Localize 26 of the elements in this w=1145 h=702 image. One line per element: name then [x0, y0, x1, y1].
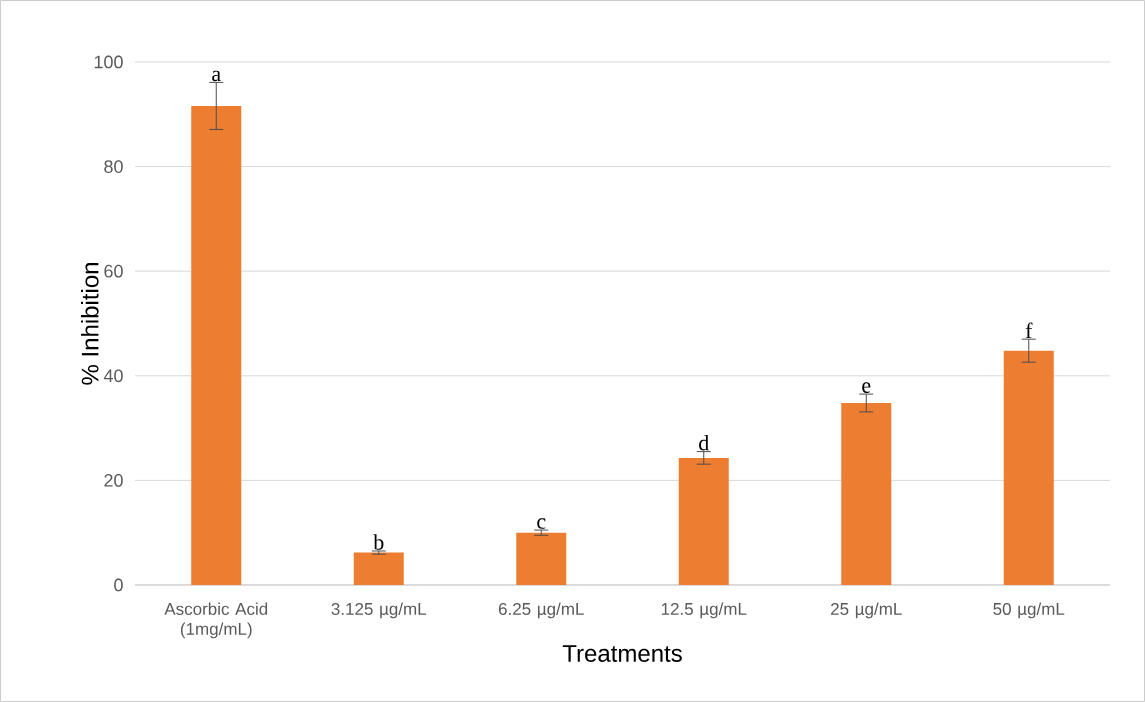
y-tick-label: 60: [104, 264, 123, 278]
bar: [516, 532, 567, 585]
annotation: b: [373, 534, 384, 550]
annotation: f: [1025, 322, 1033, 338]
x-tick-label: 12.5 µg/mL: [661, 602, 747, 619]
annotation: e: [862, 382, 871, 393]
bar: [191, 105, 242, 585]
x-tick-label: 6.25 µg/mL: [498, 602, 584, 619]
annotation: a: [212, 70, 221, 82]
y-tick-label: 40: [103, 369, 123, 383]
annotation: c: [537, 518, 546, 529]
y-axis-title: % Inhibition: [80, 263, 99, 385]
bar: [353, 552, 404, 585]
x-tick-label: 50 µg/mL: [993, 602, 1065, 619]
annotation: d: [699, 434, 709, 451]
x-tick-label: Ascorbic Acid (1mg/mL): [164, 602, 268, 639]
x-tick-label: 25 µg/mL: [831, 602, 902, 619]
x-tick-label: 3.125 µg/mL: [331, 602, 427, 619]
y-tick-label: 20: [104, 474, 123, 487]
bar: [1003, 350, 1054, 585]
y-tick-label: 100: [94, 55, 123, 69]
y-tick-label: 0: [114, 578, 123, 592]
bar: [678, 457, 729, 585]
y-tick-label: 80: [104, 160, 123, 173]
bar: [841, 402, 892, 585]
x-axis-title: Treatments: [562, 645, 682, 662]
